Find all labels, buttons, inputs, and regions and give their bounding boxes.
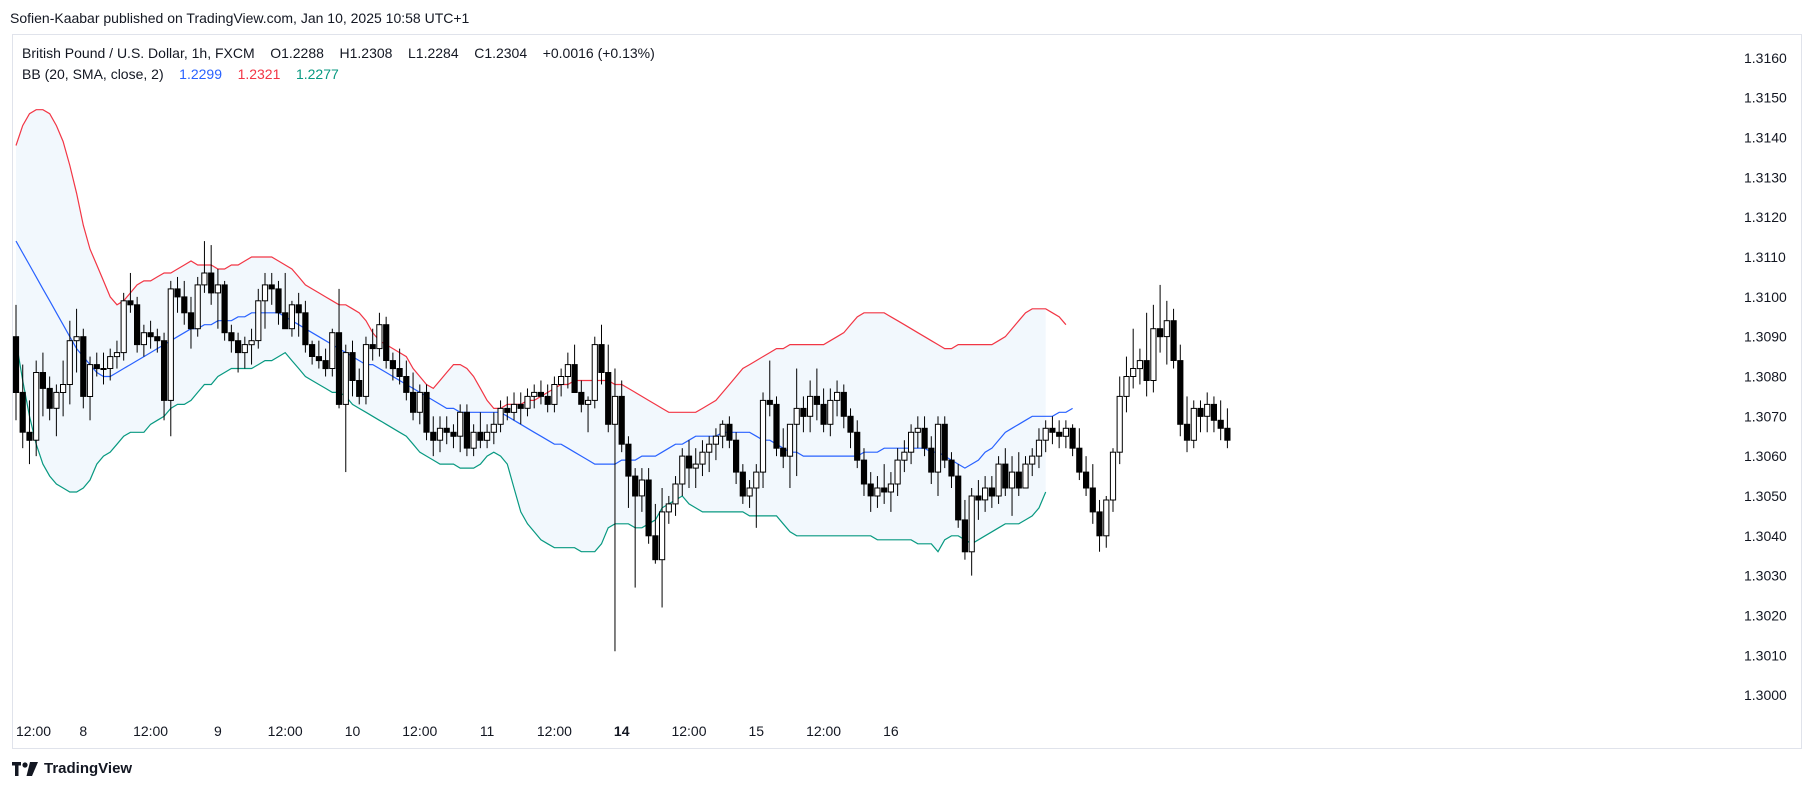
open-value: 1.2288	[281, 45, 324, 61]
footer-brand[interactable]: TradingView	[12, 760, 132, 777]
low-label: L	[408, 45, 416, 61]
high-label: H	[339, 45, 350, 61]
bb-lower-value: 1.2277	[295, 66, 339, 82]
close-label: C	[474, 45, 485, 61]
high-value: 1.2308	[349, 45, 393, 61]
chart-frame[interactable]	[12, 34, 1802, 749]
indicator-title[interactable]: BB (20, SMA, close, 2)	[22, 66, 164, 82]
bb-basis-value: 1.2299	[179, 66, 222, 82]
tradingview-logo-icon	[12, 761, 38, 776]
bb-upper-value: 1.2321	[237, 66, 281, 82]
publisher-line: Sofien-Kaabar published on TradingView.c…	[10, 10, 470, 26]
open-label: O	[270, 45, 282, 61]
symbol-title[interactable]: British Pound / U.S. Dollar, 1h, FXCM	[22, 45, 255, 61]
indicator-legend[interactable]: BB (20, SMA, close, 2) 1.2299 1.2321 1.2…	[22, 66, 339, 82]
footer-brand-text: TradingView	[44, 760, 133, 777]
symbol-legend: British Pound / U.S. Dollar, 1h, FXCM O1…	[22, 45, 655, 61]
low-value: 1.2284	[415, 45, 459, 61]
change-value: +0.0016 (+0.13%)	[542, 45, 655, 61]
close-value: 1.2304	[484, 45, 528, 61]
